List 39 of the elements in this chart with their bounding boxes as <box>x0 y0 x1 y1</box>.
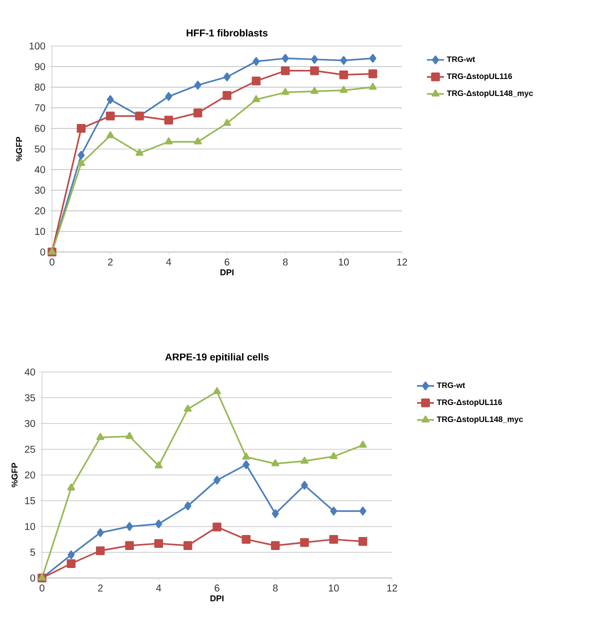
chart-title: HFF-1 fibroblasts <box>186 29 268 36</box>
x-tick-label: 6 <box>214 584 220 592</box>
y-tick-label: 20 <box>34 207 46 214</box>
y-tick-label: 40 <box>24 368 36 376</box>
x-tick-label: 8 <box>283 258 288 266</box>
x-tick-label: 8 <box>273 584 278 592</box>
y-tick-label: 60 <box>34 124 46 132</box>
y-tick-label: 20 <box>24 471 36 479</box>
x-tick-label: 0 <box>50 258 54 266</box>
y-tick-label: 100 <box>30 42 46 50</box>
y-tick-label: 35 <box>24 394 36 402</box>
y-tick-label: 40 <box>34 166 46 174</box>
x-tick-label: 10 <box>328 584 339 592</box>
y-tick-label: 30 <box>34 186 46 194</box>
x-tick-label: 6 <box>224 258 230 266</box>
x-axis-title: DPI <box>220 269 234 276</box>
y-tick-label: 25 <box>24 446 36 453</box>
x-tick-label: 4 <box>156 584 162 592</box>
y-tick-label: 70 <box>34 104 46 112</box>
y-tick-label: 10 <box>35 228 46 235</box>
x-tick-label: 12 <box>387 584 398 592</box>
x-tick-label: 10 <box>338 258 349 266</box>
x-tick-label: 4 <box>166 258 172 266</box>
y-tick-label: 15 <box>25 497 36 504</box>
x-tick-label: 12 <box>397 258 408 266</box>
x-tick-label: 2 <box>108 258 113 266</box>
y-tick-label: 0 <box>40 248 46 256</box>
x-axis-title: DPI <box>210 595 224 602</box>
y-axis-title: %GFP <box>16 136 22 162</box>
x-tick-label: 2 <box>98 584 103 592</box>
y-tick-label: 90 <box>34 63 46 70</box>
y-tick-label: 10 <box>25 522 36 530</box>
y-tick-label: 80 <box>34 84 46 91</box>
y-tick-label: 30 <box>24 420 36 428</box>
chart-title: ARPE-19 epitilial cells <box>165 353 269 362</box>
y-axis-title: %GFP <box>12 462 18 488</box>
y-tick-label: 50 <box>34 145 46 153</box>
y-tick-label: 5 <box>30 548 36 556</box>
y-tick-label: 0 <box>30 574 36 582</box>
